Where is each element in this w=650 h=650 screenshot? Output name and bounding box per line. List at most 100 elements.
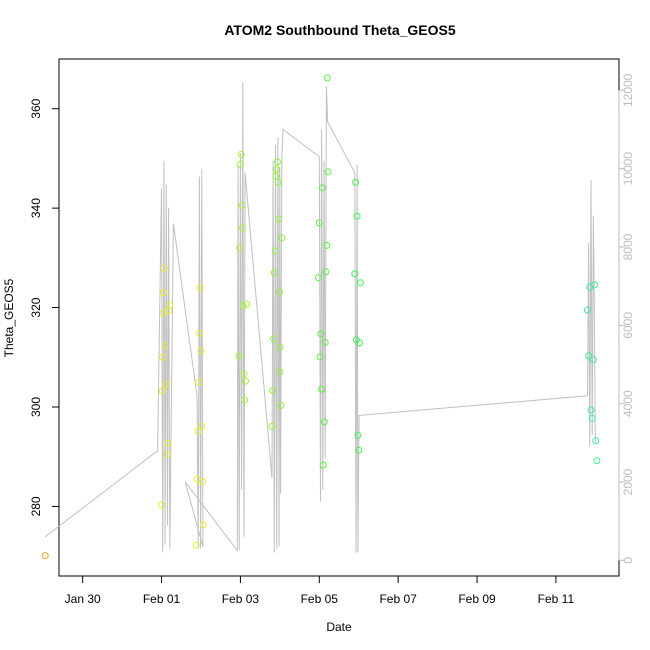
y2-tick-label: 12000 [621,73,635,107]
data-point [587,406,595,414]
x-axis: Jan 30 Feb 01 Feb 03 Feb 05 Feb 07 Feb 09 Feb … [65,575,575,606]
data-point [272,172,280,180]
data-point [237,150,245,158]
data-point [159,353,167,361]
data-point [243,300,251,308]
data-point [589,356,597,364]
data-point [592,437,600,445]
data-point [315,274,322,282]
y2-tick-label: 4000 [621,390,635,417]
data-point [321,338,329,346]
data-point [239,302,247,310]
data-point [322,268,330,276]
y-tick-label: 360 [29,98,43,118]
data-point [158,387,166,395]
data-point [588,414,596,422]
data-point [277,402,285,409]
y-axis: 280 300 320 340 360 [29,98,60,516]
data-point [318,385,326,393]
data-point [323,74,331,82]
data-point [319,461,327,469]
data-point [591,281,598,289]
data-point [240,370,248,378]
data-point [273,165,281,173]
data-point [194,427,202,435]
data-point [274,158,281,166]
x-tick-label: Feb 05 [301,592,339,606]
data-point [198,422,206,430]
data-point [276,343,284,351]
data-point [353,212,361,220]
data-point [241,396,249,404]
data-point [164,439,172,447]
data-point [235,352,243,360]
x-tick-label: Jan 30 [65,592,101,606]
data-point [195,329,203,337]
data-point [197,347,205,355]
data-point [354,431,362,439]
data-point [274,178,282,186]
data-point [158,501,165,509]
x-tick-label: Feb 01 [143,592,181,606]
data-point [276,288,283,296]
data-point [236,244,244,252]
data-point [238,224,246,232]
data-point [351,270,359,278]
y-tick-label: 320 [29,297,43,317]
y2-tick-label: 2000 [621,468,635,495]
data-point [316,353,324,361]
y2-tick-label: 0 [621,557,635,564]
data-point [317,330,325,338]
x-axis-label: Date [326,620,352,634]
data-point [236,160,244,168]
y2-axis: 0 2000 4000 6000 8000 10000 12000 [618,73,635,564]
y2-tick-label: 8000 [621,233,635,260]
y-tick-label: 300 [29,397,43,417]
data-point [584,306,591,314]
data-point [323,241,331,249]
x-tick-label: Feb 03 [222,592,260,606]
theta-points-series [41,74,601,560]
data-point [318,184,326,192]
data-point [320,418,328,426]
altitude-track-series [44,82,596,553]
data-point [269,387,277,395]
data-point [585,352,593,360]
altitude-track-line [44,82,596,553]
data-point [162,380,170,388]
data-point [159,309,167,317]
data-point [161,342,169,350]
data-point [593,457,601,465]
data-point [276,368,284,376]
x-tick-label: Feb 09 [458,592,496,606]
y2-tick-label: 6000 [621,312,635,339]
data-point [199,521,207,529]
data-point [192,541,200,549]
data-point [195,378,203,386]
y-tick-label: 280 [29,496,43,516]
data-point [324,168,332,176]
data-point [315,219,323,227]
y-axis-label: Theta_GEOS5 [2,278,16,357]
data-point [196,284,204,292]
data-point [199,478,206,485]
x-tick-label: Feb 07 [379,592,417,606]
data-point [238,201,246,209]
data-point [355,446,363,454]
data-point [271,247,279,255]
data-point [268,422,276,430]
data-point [356,279,364,287]
y-tick-label: 340 [29,198,43,218]
data-point [270,269,278,277]
data-point [356,339,363,347]
data-point [160,264,168,272]
data-point [242,377,249,385]
x-tick-label: Feb 11 [538,592,575,606]
y2-tick-label: 10000 [621,152,635,186]
data-point [275,215,283,223]
data-point [166,301,174,309]
data-point [160,289,167,297]
data-point [352,178,360,186]
data-point [278,234,286,242]
